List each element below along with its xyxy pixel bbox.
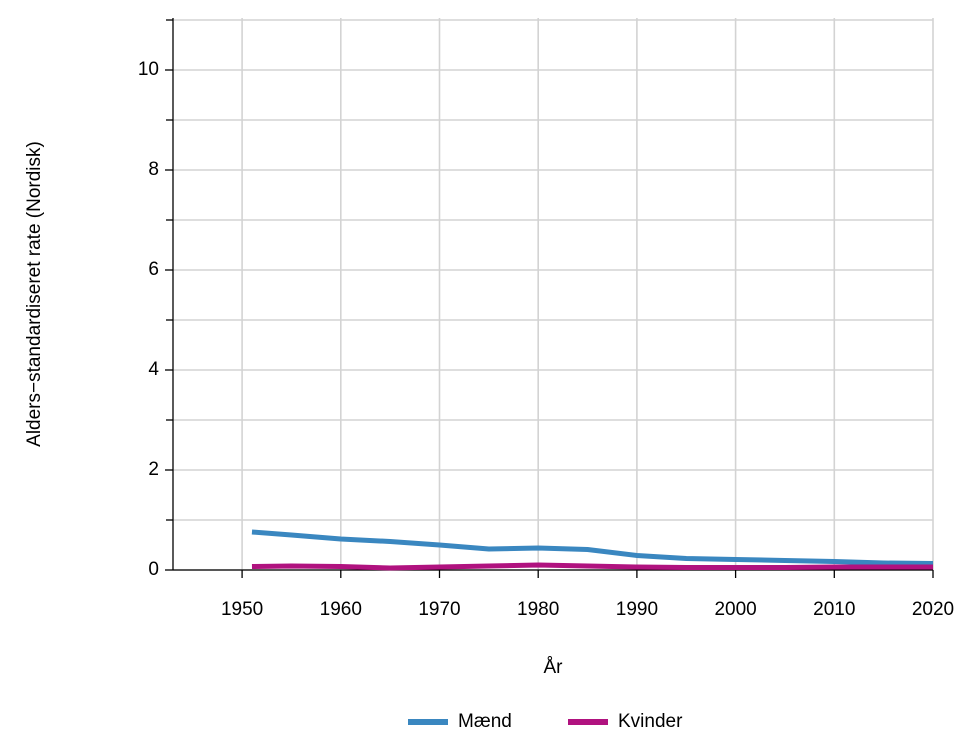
x-tick-label: 2000 [714,599,756,620]
x-axis-title: År [544,657,564,678]
y-axis-title: Alders−standardiseret rate (Nordisk) [24,141,45,447]
line-series [251,562,933,571]
x-tick-label: 2010 [813,599,855,620]
y-tick-label: 0 [148,559,159,580]
legend-label: Mænd [458,711,512,732]
x-tick-label: 1980 [517,599,559,620]
x-tick-label: 1960 [320,599,362,620]
y-tick-label: 8 [148,159,159,180]
x-tick-label: 1950 [221,599,263,620]
y-tick-label: 2 [148,459,159,480]
y-tick-label: 10 [138,59,159,80]
x-tick-label: 1990 [616,599,658,620]
x-tick-label: 1970 [418,599,460,620]
line-series [251,529,934,566]
x-tick-label: 2020 [912,599,954,620]
legend-label: Kvinder [618,711,683,732]
y-tick-label: 4 [148,359,159,380]
y-tick-label: 6 [148,259,159,280]
